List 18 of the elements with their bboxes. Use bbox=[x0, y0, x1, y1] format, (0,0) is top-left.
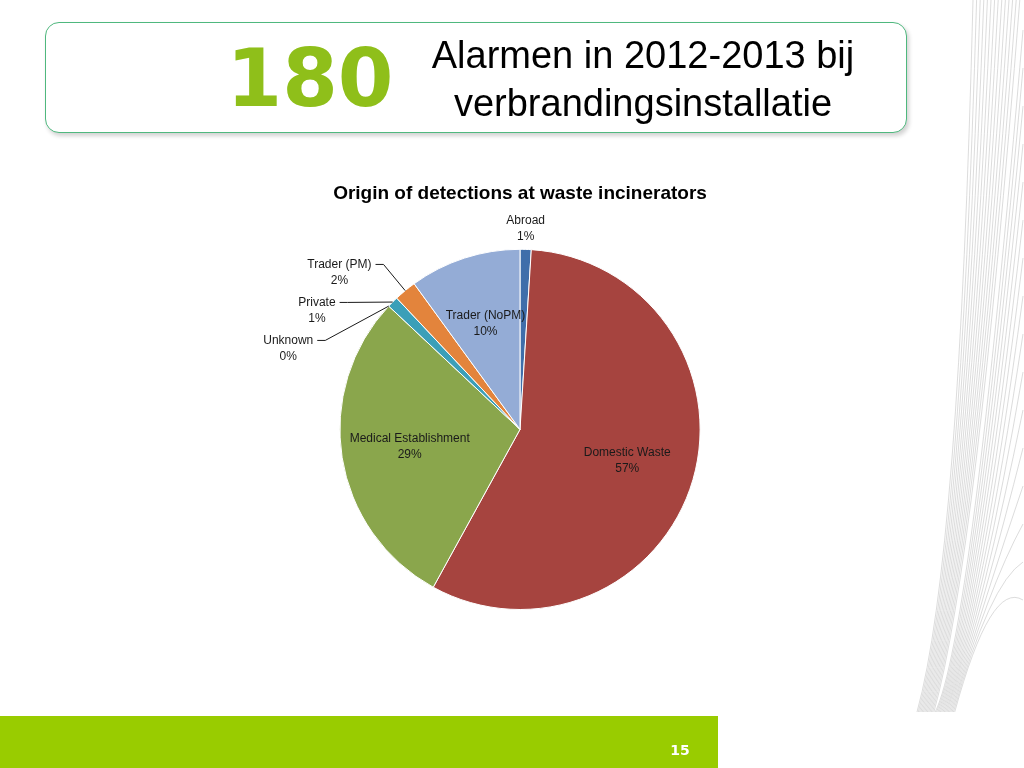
slice-label: Domestic Waste bbox=[583, 444, 672, 459]
slice-label: Private bbox=[298, 294, 336, 309]
data-label: 29% bbox=[397, 447, 423, 462]
data-label: 57% bbox=[615, 460, 640, 475]
data-label: 10% bbox=[473, 323, 498, 338]
slice-label: Trader (NoPM) bbox=[445, 307, 526, 322]
text: 180 bbox=[225, 32, 395, 125]
text: 0% bbox=[279, 348, 297, 363]
data-label: 2% bbox=[330, 272, 349, 287]
category-label: Unknown bbox=[263, 332, 314, 347]
slice-label: Abroad bbox=[506, 212, 546, 227]
slice-label: Trader (PM) bbox=[307, 256, 372, 271]
slice-label: Medical Establishment bbox=[349, 431, 471, 446]
data-label: 1% bbox=[516, 228, 535, 243]
data-label: 1% bbox=[308, 310, 326, 325]
text: Alarmen in 2012-2013 bij verbrandingsinstallatie bbox=[430, 33, 856, 126]
text: 15 bbox=[669, 742, 691, 758]
chart-title: Origin of detections at waste incinerators bbox=[333, 181, 707, 203]
